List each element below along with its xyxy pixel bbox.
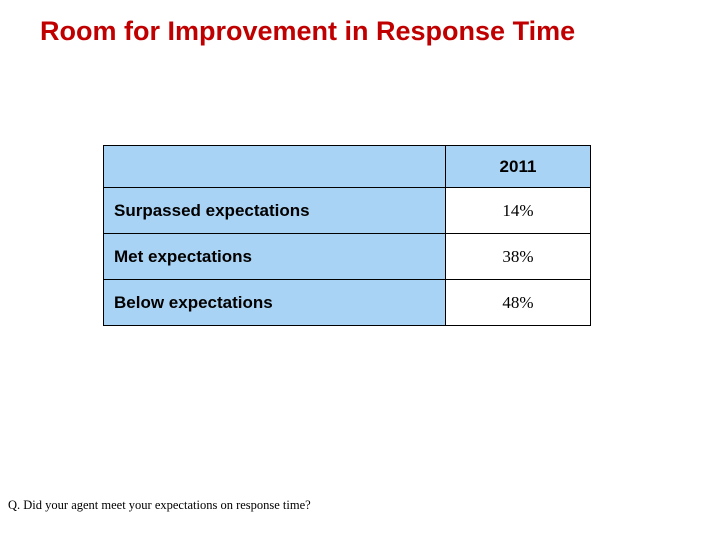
row-value-met: 38% bbox=[445, 233, 591, 280]
expectations-table: 2011 Surpassed expectations 14% Met expe… bbox=[103, 145, 591, 326]
row-value-below: 48% bbox=[445, 279, 591, 326]
table-row: Below expectations 48% bbox=[103, 279, 591, 326]
row-label-below: Below expectations bbox=[103, 279, 446, 326]
header-blank-cell bbox=[103, 145, 446, 188]
page-title: Room for Improvement in Response Time bbox=[40, 16, 576, 46]
table-header-row: 2011 bbox=[103, 145, 591, 188]
row-label-met: Met expectations bbox=[103, 233, 446, 280]
row-value-surpassed: 14% bbox=[445, 187, 591, 234]
table-row: Surpassed expectations 14% bbox=[103, 187, 591, 234]
row-label-surpassed: Surpassed expectations bbox=[103, 187, 446, 234]
header-year-cell: 2011 bbox=[445, 145, 591, 188]
table-row: Met expectations 38% bbox=[103, 233, 591, 280]
footnote: Q. Did your agent meet your expectations… bbox=[8, 498, 311, 512]
